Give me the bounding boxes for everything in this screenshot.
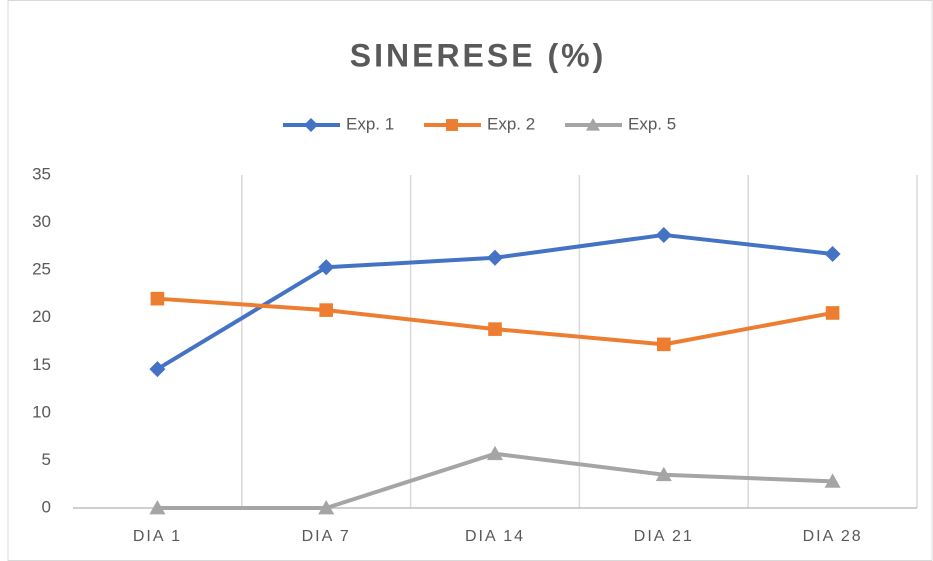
y-tick-label: 0: [42, 497, 51, 516]
marker: [655, 226, 672, 243]
marker: [318, 259, 335, 276]
legend-label: Exp. 5: [628, 114, 676, 133]
marker: [446, 119, 458, 131]
y-tick-label: 30: [32, 212, 51, 231]
marker: [586, 118, 600, 131]
y-tick-label: 15: [32, 355, 51, 374]
x-tick-label: DIA 7: [302, 528, 351, 545]
marker: [487, 445, 503, 461]
x-tick-label: DIA 1: [133, 528, 182, 545]
marker: [488, 322, 502, 336]
marker: [304, 118, 318, 132]
marker: [318, 500, 335, 515]
legend-label: Exp. 1: [346, 114, 394, 133]
marker: [824, 245, 841, 262]
chart-title: SINERESE (%): [350, 37, 606, 73]
legend-label: Exp. 2: [487, 114, 535, 133]
x-tick-label: DIA 28: [803, 528, 863, 545]
marker: [319, 303, 333, 317]
marker: [655, 466, 672, 482]
x-tick-label: DIA 21: [634, 528, 694, 545]
y-tick-label: 35: [32, 164, 51, 183]
marker: [657, 337, 671, 352]
y-tick-label: 10: [32, 402, 51, 421]
y-tick-label: 5: [42, 450, 51, 469]
marker: [149, 500, 166, 515]
marker: [149, 361, 166, 378]
marker: [487, 249, 503, 266]
x-tick-label: DIA 14: [465, 528, 525, 545]
chart-frame: [7, 0, 933, 561]
y-tick-label: 20: [32, 307, 51, 326]
marker: [825, 306, 840, 320]
y-tick-label: 25: [32, 260, 51, 279]
marker: [824, 473, 841, 488]
marker: [150, 291, 165, 306]
